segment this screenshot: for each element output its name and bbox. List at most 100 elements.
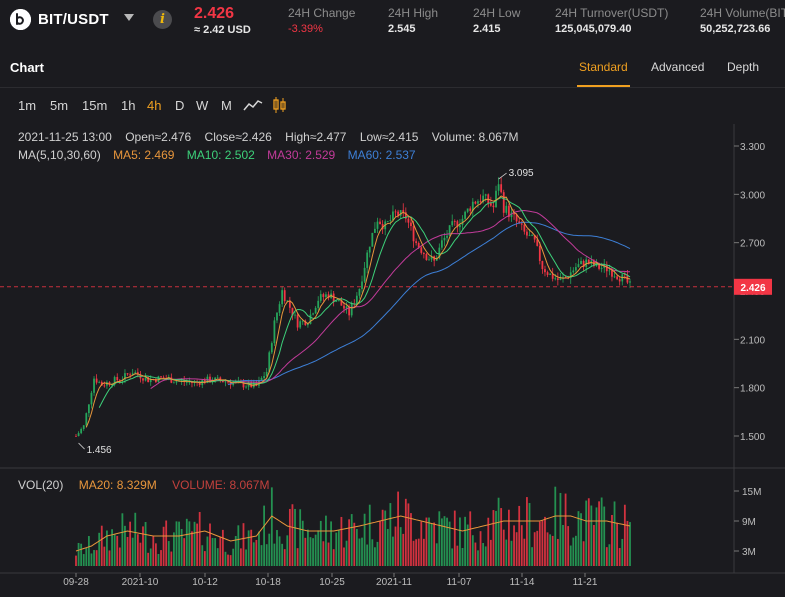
- info-icon[interactable]: i: [153, 10, 172, 29]
- volume-bar: [448, 521, 451, 566]
- volume-bar: [85, 547, 88, 566]
- candle-body: [95, 378, 98, 383]
- tab-advanced[interactable]: Advanced: [651, 60, 705, 74]
- candle-body: [397, 211, 399, 216]
- stat-24h-turnover: 24H Turnover(USDT) 125,045,079.40: [555, 6, 668, 35]
- candle-body: [296, 314, 299, 328]
- candle-body: [276, 312, 278, 321]
- interval-15m[interactable]: 15m: [82, 98, 108, 113]
- volume-bar: [147, 552, 150, 566]
- candle-body: [173, 382, 175, 384]
- candle-body: [345, 306, 348, 309]
- volume-bar: [446, 517, 448, 566]
- volume-bar: [546, 532, 549, 566]
- candle-body: [616, 276, 619, 280]
- volume-bar: [90, 553, 93, 566]
- volume-bar: [183, 538, 186, 566]
- volume-bar: [185, 518, 188, 566]
- interval-4h[interactable]: 4h: [147, 98, 162, 113]
- interval-d[interactable]: D: [175, 98, 185, 113]
- price-tick-label: 2.700: [740, 239, 765, 250]
- candle-body: [399, 210, 402, 216]
- candle-body: [103, 385, 106, 387]
- vol-label: VOL(20): [18, 478, 64, 492]
- ma5-value: MA5: 2.469: [113, 148, 175, 162]
- volume-bar: [585, 500, 588, 566]
- candle-body: [549, 273, 552, 275]
- volume-bar: [270, 487, 273, 566]
- candle-body: [471, 201, 474, 211]
- chart-grid: [0, 124, 785, 574]
- interval-5m[interactable]: 5m: [50, 98, 69, 113]
- volume-bar: [103, 546, 106, 566]
- volume-bar: [600, 497, 603, 566]
- volume-bar: [152, 536, 155, 566]
- volume-bar: [518, 505, 521, 566]
- ma-legend: MA(5,10,30,60) MA5: 2.469 MA10: 2.502 MA…: [18, 148, 425, 162]
- volume-bar: [492, 510, 495, 566]
- stat-24h-change: 24H Change -3.39%: [288, 6, 355, 35]
- volume-bar: [598, 501, 600, 566]
- candle-body: [438, 247, 441, 259]
- candle-body: [492, 205, 495, 208]
- volume-bar: [459, 517, 461, 566]
- volume-bar: [477, 550, 479, 566]
- volume-bar: [126, 536, 129, 566]
- pair-symbol[interactable]: BIT/USDT: [38, 11, 109, 28]
- time-tick-label: 11-14: [510, 577, 535, 588]
- candlestick-icon[interactable]: [272, 96, 288, 114]
- candle-body: [221, 380, 224, 383]
- volume-bar: [245, 549, 247, 566]
- stat-24h-high: 24H High 2.545: [388, 6, 438, 35]
- volume-bar: [154, 543, 157, 566]
- volume-bar: [420, 521, 423, 566]
- volume-bar: [173, 532, 175, 566]
- candle-body: [355, 295, 358, 304]
- line-chart-icon[interactable]: [243, 98, 263, 112]
- volume-bar: [438, 511, 441, 566]
- candle-body: [227, 381, 229, 383]
- volume-bar: [502, 529, 505, 566]
- tab-depth[interactable]: Depth: [727, 60, 760, 74]
- volume-bar: [551, 535, 554, 566]
- interval-m[interactable]: M: [221, 98, 232, 113]
- volume-bar: [299, 509, 302, 566]
- candle-body: [93, 378, 95, 393]
- volume-bar: [98, 532, 101, 566]
- volume-bar: [255, 539, 258, 566]
- chart-axes: 3.3003.0002.7002.4002.1001.8001.50015M9M…: [0, 142, 772, 588]
- candlestick-chart[interactable]: 3.3003.0002.7002.4002.1001.8001.50015M9M…: [0, 124, 785, 597]
- candle-body: [325, 294, 327, 297]
- volume-bar: [456, 545, 459, 566]
- ma-label: MA(5,10,30,60): [18, 148, 101, 162]
- candle-body: [214, 377, 217, 382]
- stat-value: 125,045,079.40: [555, 23, 632, 35]
- last-price: 2.426: [194, 5, 235, 22]
- interval-w[interactable]: W: [196, 98, 209, 113]
- volume-bar: [616, 522, 619, 566]
- volume-bar: [348, 519, 351, 566]
- volume-bar: [180, 528, 183, 566]
- tab-standard[interactable]: Standard: [577, 60, 630, 87]
- volume-bar: [82, 554, 85, 566]
- interval-1h[interactable]: 1h: [121, 98, 136, 113]
- chevron-down-icon[interactable]: [124, 14, 134, 21]
- volume-bar: [593, 525, 595, 566]
- candle-body: [242, 382, 245, 388]
- volume-bar: [149, 548, 152, 566]
- candle-body: [366, 252, 369, 268]
- volume-bar: [505, 539, 508, 566]
- volume-bar: [433, 522, 436, 566]
- volume-bar: [580, 513, 582, 566]
- ma30-value: MA30: 2.529: [267, 148, 336, 162]
- volume-bar: [479, 531, 482, 566]
- interval-1m[interactable]: 1m: [18, 98, 37, 113]
- volume-bar: [265, 544, 268, 566]
- candle-body: [113, 377, 116, 385]
- candle-body: [618, 279, 621, 282]
- candle-body: [518, 221, 521, 224]
- volume-bar: [363, 513, 366, 566]
- candle-body: [191, 381, 193, 384]
- candle-body: [363, 267, 366, 282]
- price-tick-label: 1.800: [740, 384, 765, 395]
